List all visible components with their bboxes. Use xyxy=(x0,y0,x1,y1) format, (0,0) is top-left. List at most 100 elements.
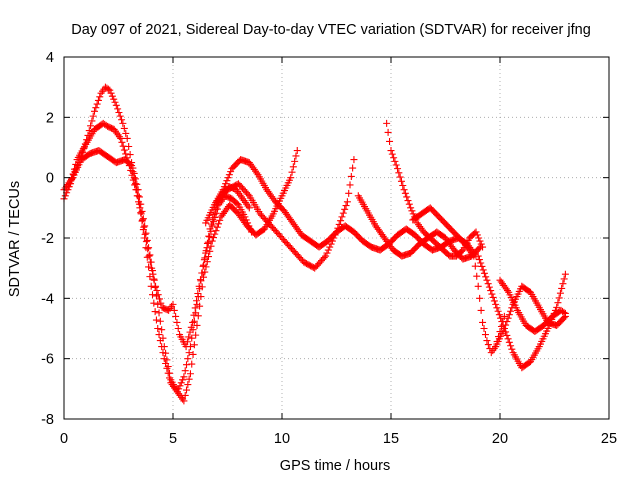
data-point xyxy=(211,230,219,238)
data-point xyxy=(206,225,214,233)
data-point xyxy=(126,151,134,159)
data-point xyxy=(180,397,188,405)
data-point xyxy=(207,242,215,250)
data-point xyxy=(484,341,492,349)
y-tick-label: 4 xyxy=(46,50,54,66)
data-point xyxy=(233,200,241,208)
data-point xyxy=(508,345,516,353)
data-point xyxy=(118,116,126,124)
data-point xyxy=(173,388,181,396)
data-point xyxy=(83,136,91,144)
data-point xyxy=(347,172,355,180)
data-point xyxy=(396,173,404,181)
data-point xyxy=(391,157,399,165)
data-point xyxy=(135,200,143,208)
data-point xyxy=(553,303,561,311)
data-point xyxy=(216,216,224,224)
data-point xyxy=(176,382,184,390)
data-point xyxy=(139,226,147,234)
y-tick-label: -4 xyxy=(41,291,54,307)
data-point xyxy=(159,349,167,357)
data-point xyxy=(84,131,92,139)
data-point xyxy=(338,213,346,221)
data-point xyxy=(205,232,213,240)
data-point xyxy=(146,273,154,281)
data-point xyxy=(123,134,131,142)
data-point xyxy=(149,267,157,275)
data-point xyxy=(180,373,188,381)
data-point xyxy=(390,154,398,162)
data-point xyxy=(404,197,412,205)
data-point xyxy=(556,289,564,297)
series-arc-2 xyxy=(64,83,301,405)
data-point xyxy=(497,314,505,322)
data-point xyxy=(142,244,150,252)
data-point xyxy=(291,157,299,165)
data-point xyxy=(208,237,216,245)
data-point xyxy=(388,150,396,158)
data-point xyxy=(185,375,193,383)
data-point xyxy=(480,269,488,277)
data-point xyxy=(200,273,208,281)
data-point xyxy=(560,308,568,316)
data-point xyxy=(339,209,347,217)
data-point xyxy=(85,127,93,135)
data-point xyxy=(137,209,145,217)
data-point xyxy=(503,318,511,326)
x-tick-label: 15 xyxy=(383,431,399,447)
data-point xyxy=(181,367,189,375)
series-arc-9 xyxy=(474,252,569,372)
data-point xyxy=(331,231,339,239)
data-point xyxy=(189,326,197,334)
data-point xyxy=(125,142,133,150)
data-point xyxy=(401,189,409,197)
data-point xyxy=(384,128,392,136)
data-point xyxy=(96,93,104,101)
data-point xyxy=(135,193,143,201)
data-point xyxy=(151,283,159,291)
data-point xyxy=(475,234,483,242)
data-marks xyxy=(60,83,569,405)
data-point xyxy=(214,220,222,228)
data-point xyxy=(202,247,210,255)
data-point xyxy=(555,294,563,302)
data-point xyxy=(544,325,552,332)
data-point xyxy=(245,204,253,212)
data-point xyxy=(472,228,480,236)
y-tick-label: -8 xyxy=(41,412,54,428)
data-point xyxy=(346,181,354,189)
data-point xyxy=(223,177,231,185)
data-point xyxy=(154,300,162,308)
data-point xyxy=(227,168,235,176)
data-point xyxy=(485,283,493,291)
data-point xyxy=(288,168,296,176)
data-point xyxy=(173,318,181,326)
data-point xyxy=(114,105,122,113)
data-point xyxy=(106,86,114,94)
data-point xyxy=(142,229,150,237)
data-point xyxy=(185,333,193,341)
data-point xyxy=(489,293,497,301)
data-point xyxy=(478,262,486,270)
x-tick-label: 20 xyxy=(492,431,508,447)
data-point xyxy=(138,207,146,215)
data-point xyxy=(133,186,141,194)
axis-ticks xyxy=(63,56,610,420)
data-point xyxy=(206,247,214,255)
data-point xyxy=(118,138,126,146)
data-point xyxy=(189,318,197,326)
data-point xyxy=(67,175,75,183)
data-point xyxy=(253,169,261,177)
data-point xyxy=(409,210,417,218)
data-point xyxy=(164,369,172,377)
data-point xyxy=(155,331,163,339)
data-point xyxy=(458,247,466,255)
data-point xyxy=(186,343,194,351)
data-point xyxy=(209,215,217,223)
data-point xyxy=(120,124,128,132)
data-point xyxy=(558,284,566,292)
data-point xyxy=(162,359,170,367)
data-point xyxy=(479,266,487,274)
data-point xyxy=(394,165,402,173)
